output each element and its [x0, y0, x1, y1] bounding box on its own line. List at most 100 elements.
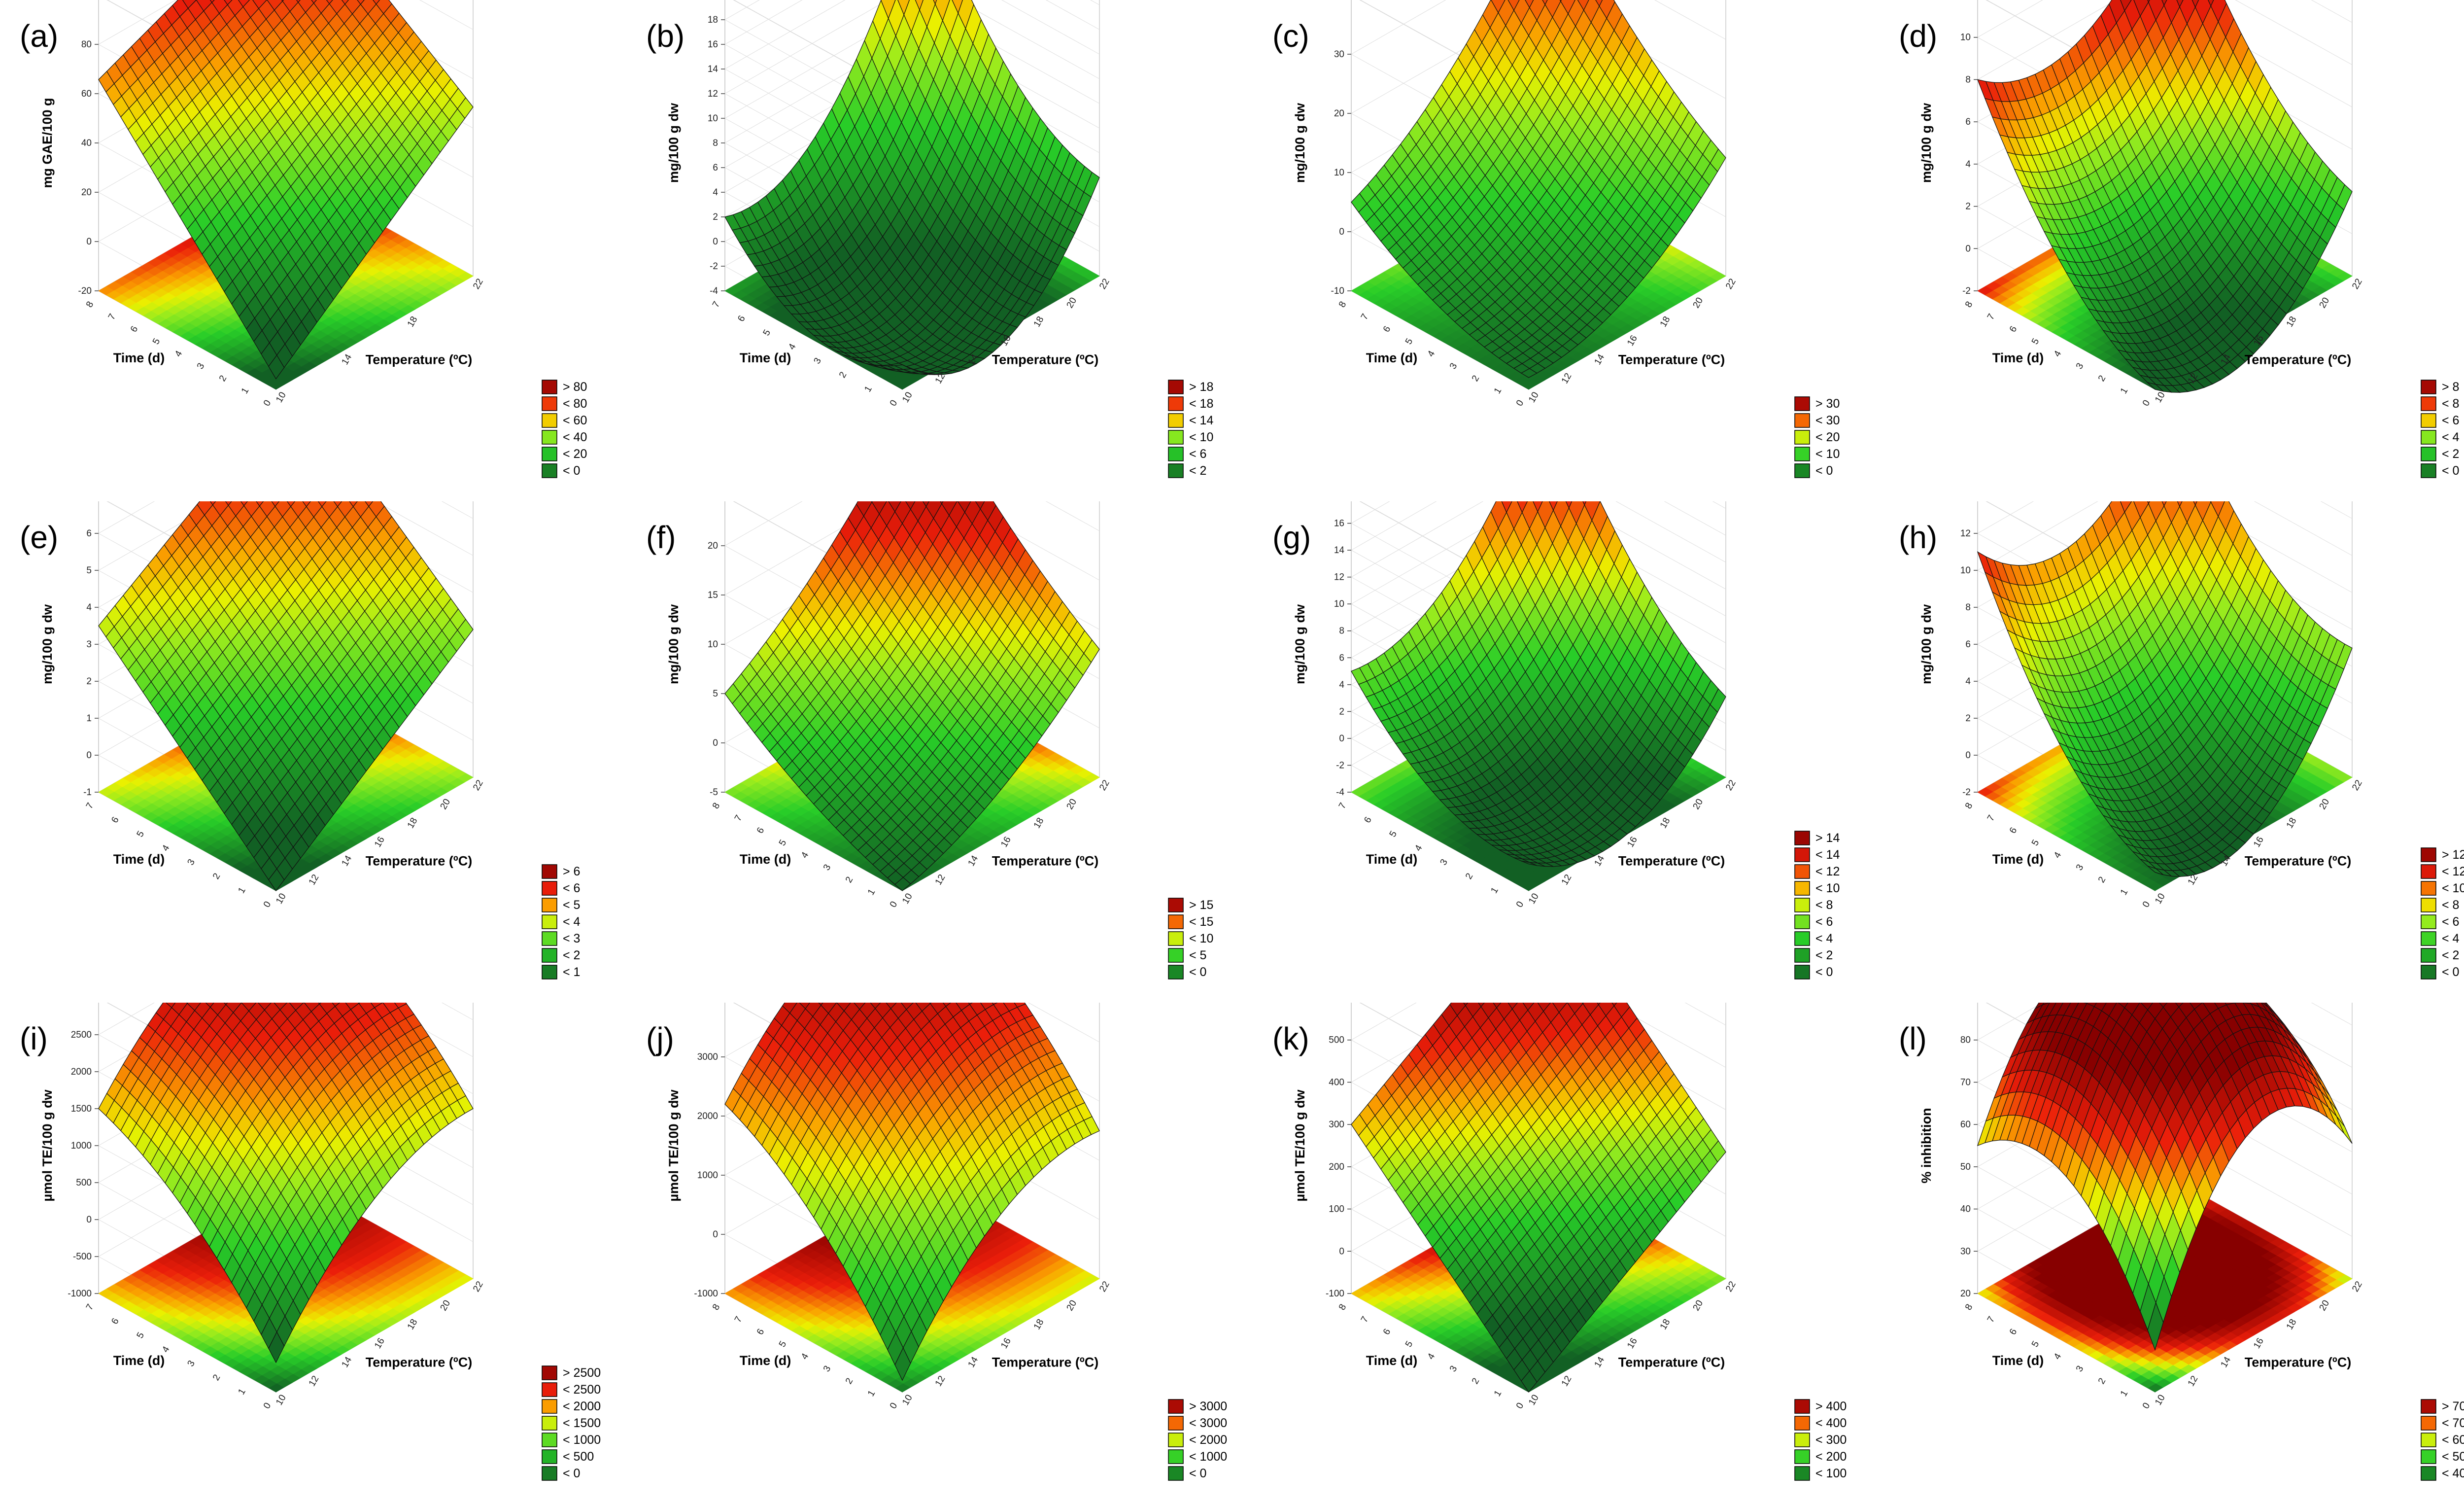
legend-label: < 4	[2442, 430, 2460, 444]
y-tick-label: 1	[240, 386, 251, 396]
x-tick-label: 10	[274, 390, 288, 405]
wall-gridline	[733, 0, 903, 94]
surface-cell	[2208, 0, 2214, 7]
surface-cell	[311, 0, 317, 4]
x-tick-label: 16	[1625, 334, 1640, 348]
z-tick-label: 2	[1965, 202, 1971, 212]
y-tick-label: 6	[736, 314, 747, 324]
z-tick-label: 14	[708, 64, 719, 74]
surface-cell	[341, 0, 349, 5]
legend-swatch	[1168, 380, 1184, 394]
surface-cell	[893, 364, 912, 370]
response-surface	[1977, 0, 2353, 393]
z-tick-label: 40	[81, 138, 92, 148]
z-tick-label: 10	[1334, 168, 1344, 178]
z-tick-label: -2	[1962, 286, 1971, 296]
y-tick-label: 2	[837, 370, 849, 380]
y-tick-label: 4	[1426, 349, 1437, 359]
y-tick-label: 0	[888, 398, 899, 408]
legend-label: < 2	[2442, 447, 2459, 461]
y-tick-label: 3	[195, 361, 206, 371]
legend-label: > 30	[1815, 397, 1840, 411]
z-tick-label: 6	[1965, 117, 1971, 127]
z-tick-label: 10	[708, 113, 718, 124]
legend-swatch	[542, 380, 557, 394]
z-tick-label: 8	[713, 138, 718, 148]
z-tick-label: 10	[1960, 33, 1971, 43]
z-tick-label: 4	[1965, 159, 1971, 170]
legend-swatch	[1168, 447, 1184, 461]
legend-label: < 14	[1189, 414, 1213, 427]
x-axis-label: Temperature (ºC)	[366, 352, 472, 367]
legend-swatch	[1168, 430, 1184, 445]
legend-swatch	[1794, 430, 1810, 445]
legend-label: < 10	[1815, 447, 1840, 461]
x-axis-label: Temperature (ºC)	[2245, 352, 2351, 367]
y-tick-label: 5	[761, 328, 773, 338]
z-tick-label: 80	[81, 39, 92, 50]
y-tick-label: 0	[1514, 398, 1526, 408]
z-tick-label: -10	[1331, 286, 1344, 296]
y-tick-label: 3	[812, 356, 823, 366]
z-tick-label: 0	[86, 237, 92, 247]
legend-label: < 6	[2442, 414, 2459, 427]
y-tick-label: 1	[2119, 386, 2130, 396]
z-axis-label: mg/100 g dw	[1293, 103, 1307, 183]
y-tick-label: 4	[173, 349, 185, 359]
wall-gridline	[1359, 0, 1529, 94]
y-axis-label: Time (d)	[1366, 350, 1418, 365]
x-tick-label: 18	[2285, 315, 2299, 329]
x-tick-label: 22	[1724, 277, 1738, 291]
legend-swatch	[2421, 430, 2436, 445]
x-tick-label: 20	[1064, 296, 1079, 310]
surface-cell	[2161, 0, 2167, 6]
surface-cell	[209, 0, 215, 3]
surface-cell	[1525, 0, 1534, 8]
y-tick-label: 0	[2141, 398, 2152, 408]
surface-cell	[933, 0, 937, 5]
z-tick-label: 30	[1334, 49, 1344, 60]
y-tick-label: 7	[106, 312, 118, 322]
z-tick-label: 8	[1965, 74, 1971, 85]
surface-cell	[268, 354, 285, 380]
y-tick-label: 1	[1492, 386, 1504, 396]
legend-swatch	[1794, 396, 1810, 411]
surface-cell	[357, 0, 365, 5]
x-tick-label: 10	[2153, 390, 2167, 405]
y-axis-label: Time (d)	[740, 350, 791, 365]
legend-label: < 2	[1189, 464, 1206, 478]
y-tick-label: 6	[129, 324, 140, 334]
legend-swatch	[2421, 380, 2436, 394]
panel-letter: (d)	[1899, 18, 1937, 54]
y-tick-label: 1	[862, 384, 874, 394]
legend-swatch	[542, 430, 557, 445]
x-tick-label: 18	[1658, 315, 1673, 329]
z-tick-label: 60	[81, 89, 92, 99]
x-tick-label: 22	[2350, 277, 2364, 291]
legend-label: < 40	[563, 430, 587, 444]
panel-letter: (b)	[646, 18, 684, 54]
x-tick-label: 22	[471, 277, 485, 291]
y-axis-label: Time (d)	[113, 350, 165, 365]
x-tick-label: 18	[1032, 315, 1046, 329]
x-tick-label: 18	[406, 315, 420, 329]
x-tick-label: 22	[1097, 277, 1112, 291]
x-tick-label: 10	[900, 390, 915, 405]
surface-cell	[373, 0, 380, 5]
legend-label: < 20	[1815, 430, 1840, 444]
legend-label: < 80	[563, 397, 587, 411]
response-surface	[724, 0, 1100, 375]
z-tick-label: 18	[708, 15, 718, 25]
y-tick-label: 7	[1985, 312, 1997, 322]
legend-label: < 0	[1815, 464, 1833, 478]
wall-gridline	[724, 0, 1100, 168]
legend-swatch	[1168, 413, 1184, 428]
x-tick-label: 20	[1691, 296, 1705, 310]
y-tick-label: 5	[1403, 337, 1415, 347]
z-tick-label: 0	[1339, 227, 1344, 237]
